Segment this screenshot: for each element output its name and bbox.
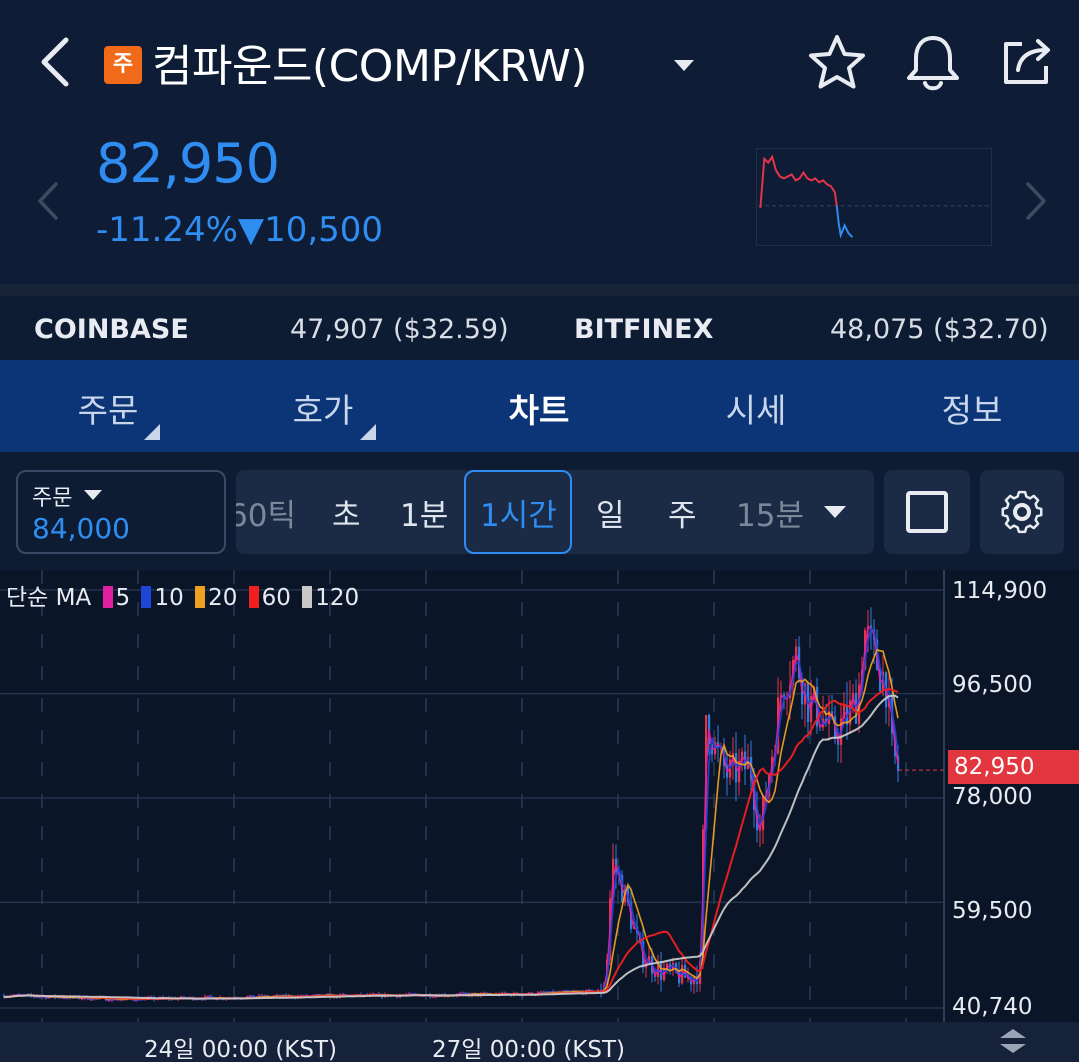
order-box-value: 84,000: [32, 512, 130, 545]
candle-body: [3, 995, 6, 998]
chart-toolbar: 주문 84,000 60틱 초 1분 1시간 일 주 15분: [0, 452, 1079, 570]
y-tick-label: 59,500: [952, 898, 1033, 924]
interval-day[interactable]: 일: [596, 498, 625, 534]
ma60-label: 60: [261, 585, 291, 611]
y-tick-label: 114,900: [952, 578, 1048, 604]
main-tabs: 주문 호가 차트 시세 정보: [0, 360, 1079, 452]
tab-info[interactable]: 정보: [941, 391, 1003, 430]
back-arrow-icon[interactable]: [30, 30, 78, 94]
tab-corner-triangle-icon: [144, 424, 160, 440]
interval-selected-frame: [464, 470, 572, 554]
gear-icon: [1001, 490, 1043, 534]
square-icon: [906, 491, 948, 533]
ma20-swatch: [195, 586, 206, 608]
chevron-down-icon[interactable]: [668, 56, 700, 76]
ma10-swatch: [141, 586, 152, 608]
star-icon[interactable]: [806, 32, 868, 94]
plot-area: [0, 570, 944, 1022]
tab-chart[interactable]: 차트: [508, 391, 570, 430]
interval-second[interactable]: 초: [332, 498, 361, 534]
exchange-prices: COINBASE 47,907 ($32.59) BITFINEX 48,075…: [0, 296, 1079, 360]
down-triangle-icon: ▼: [237, 210, 265, 250]
x-tick-label: 27일 00:00 (KST): [432, 1037, 626, 1062]
exchange-value-coinbase: 47,907 ($32.59): [290, 314, 509, 345]
exchange-name-coinbase: COINBASE: [34, 314, 189, 345]
chart-resize-handle-icon[interactable]: [996, 1026, 1030, 1056]
chevron-left-icon[interactable]: [30, 176, 64, 226]
ma-legend-label: 단순 MA: [6, 585, 92, 611]
y-tick-label: 40,740: [952, 994, 1033, 1020]
order-price-box[interactable]: 주문 84,000: [16, 470, 226, 554]
ma20-label: 20: [208, 585, 238, 611]
chevron-right-icon[interactable]: [1020, 176, 1054, 226]
section-divider: [0, 284, 1079, 296]
interval-week[interactable]: 주: [668, 498, 697, 534]
y-tick-label: 78,000: [952, 784, 1033, 810]
current-price-tag: 82,950: [948, 750, 1079, 784]
ma5-label: 5: [115, 585, 131, 611]
chart-settings-button[interactable]: [980, 470, 1064, 554]
candlestick-chart-svg: [0, 570, 1079, 1062]
interval-60tick[interactable]: 60틱: [236, 498, 296, 534]
price-chart[interactable]: 단순 MA 5 10 20 60 120 114,900 96,500 78,0…: [0, 570, 1079, 1062]
x-tick-label: 24일 00:00 (KST): [144, 1037, 338, 1062]
ma120-swatch: [302, 586, 313, 608]
chevron-down-icon: [84, 490, 102, 500]
tab-orderbook[interactable]: 호가: [292, 391, 354, 430]
ma60-swatch: [248, 586, 259, 608]
ma10-label: 10: [154, 585, 184, 611]
candle-body: [759, 830, 762, 832]
interval-1min[interactable]: 1분: [400, 498, 449, 534]
change-percent: -11.24%: [96, 210, 238, 250]
order-box-label: 주문: [32, 486, 73, 511]
tab-market-price[interactable]: 시세: [725, 391, 787, 430]
bell-icon[interactable]: [900, 30, 966, 96]
price-change: -11.24%▼10,500: [96, 210, 383, 250]
coin-title[interactable]: 컴파운드(COMP/KRW): [152, 41, 588, 92]
market-badge: 주: [104, 46, 142, 84]
x-axis-band: [0, 1022, 1079, 1062]
ma120-line: [3, 694, 899, 1000]
ma-legend: 단순 MA 5 10 20 60 120: [6, 578, 359, 612]
current-price: 82,950: [96, 132, 280, 195]
change-amount: 10,500: [264, 210, 384, 250]
app-header: 주 컴파운드(COMP/KRW): [0, 0, 1079, 128]
interval-15min[interactable]: 15분: [736, 498, 804, 534]
interval-1hour[interactable]: 1시간: [480, 498, 557, 534]
mini-sparkline-chart[interactable]: [756, 148, 992, 246]
fullscreen-button[interactable]: [884, 470, 970, 554]
price-summary: 82,950 -11.24%▼10,500: [0, 128, 1079, 288]
exchange-value-bitfinex: 48,075 ($32.70): [830, 314, 1049, 345]
interval-selector: 60틱 초 1분 1시간 일 주 15분: [236, 470, 874, 554]
tab-order[interactable]: 주문: [77, 391, 139, 430]
chevron-down-icon[interactable]: [822, 504, 848, 520]
share-icon[interactable]: [996, 30, 1060, 94]
tab-corner-triangle-icon: [360, 424, 376, 440]
ma120-label: 120: [315, 585, 360, 611]
y-tick-label: 96,500: [952, 672, 1033, 698]
exchange-name-bitfinex: BITFINEX: [574, 314, 714, 345]
ma5-swatch: [102, 586, 113, 608]
